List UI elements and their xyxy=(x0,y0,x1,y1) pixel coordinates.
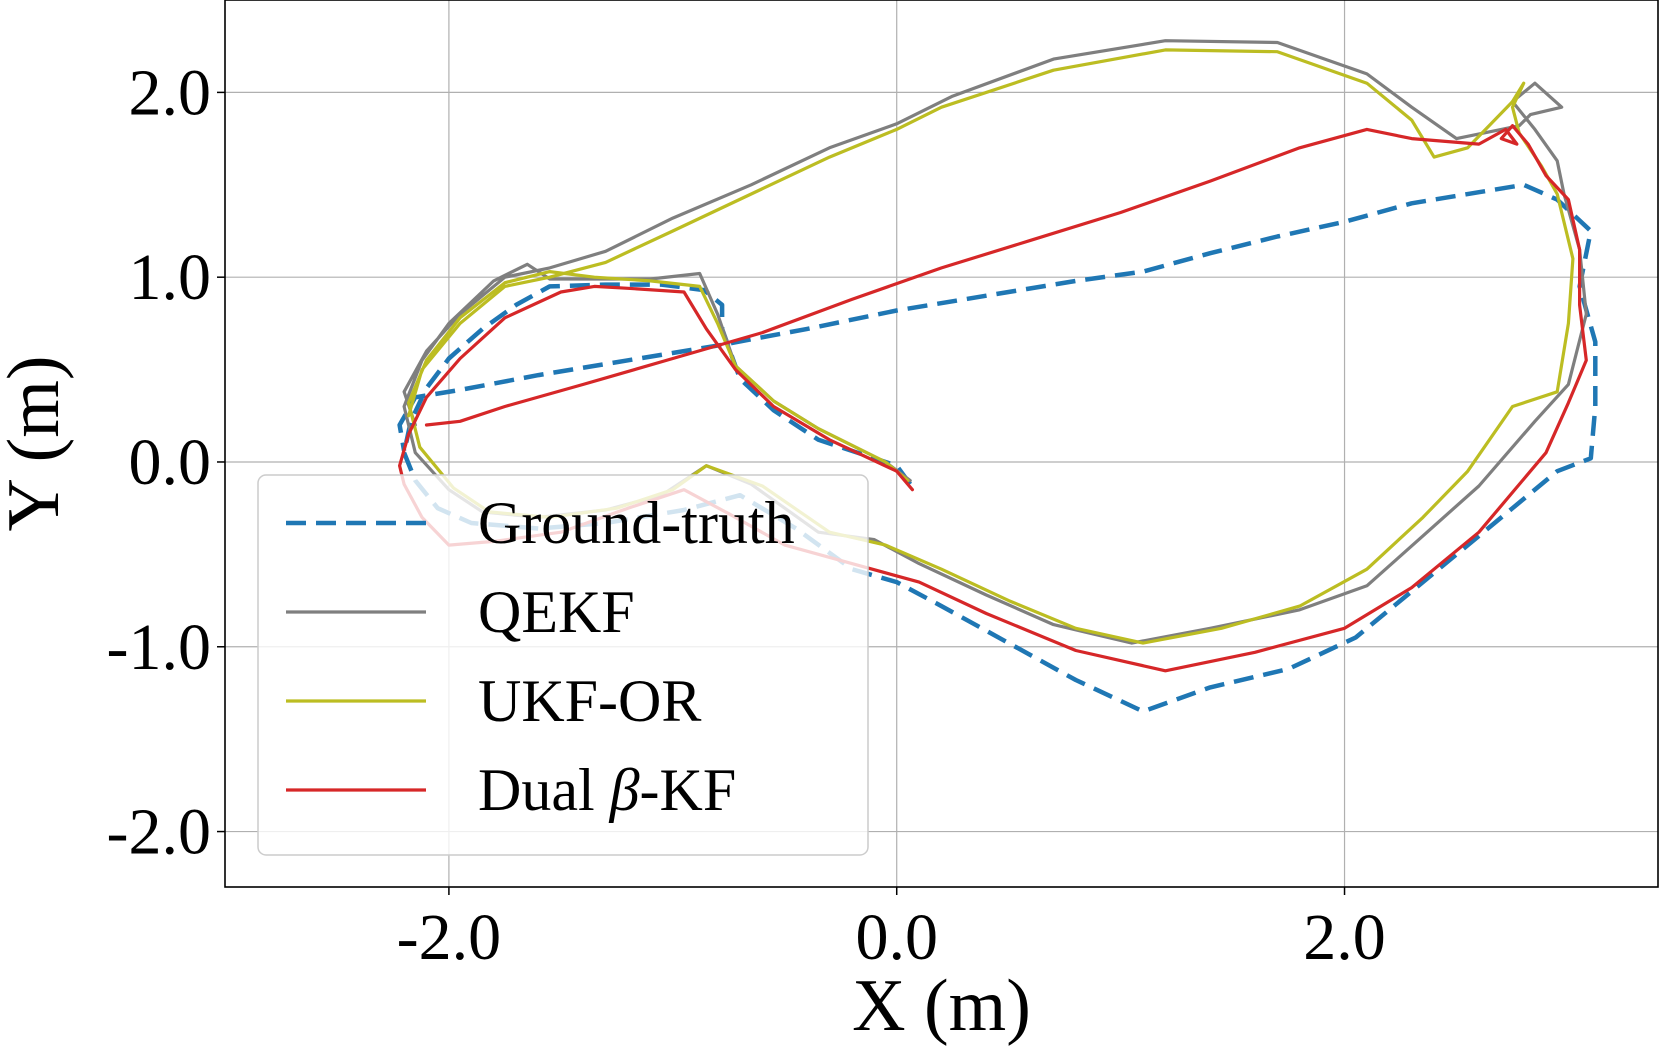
x-tick-label: 0.0 xyxy=(855,901,938,974)
y-tick-label: 1.0 xyxy=(129,241,212,314)
legend: Ground-truth QEKF UKF-OR Dual β-KF xyxy=(257,474,869,856)
y-tick-label: -2.0 xyxy=(107,796,211,869)
legend-label: Dual β-KF xyxy=(478,757,736,823)
series-line-qekf-1 xyxy=(402,39,1588,645)
tick-layer: -2.0 0.0 2.0 -2.0 -1.0 0.0 1.0 2.0 xyxy=(107,56,1386,974)
x-axis-title: X (m) xyxy=(852,965,1031,1047)
legend-label-text: Ground-truth xyxy=(478,490,795,556)
legend-label: QEKF xyxy=(478,579,635,645)
y-tick-label: 0.0 xyxy=(129,426,212,499)
series-line-dual-3 xyxy=(398,124,1588,673)
y-tick-label: 2.0 xyxy=(129,56,212,129)
series-line-ground-truth-0 xyxy=(397,182,1598,714)
legend-label-text: UKF-OR xyxy=(478,668,701,734)
legend-label-italic: β xyxy=(609,757,640,823)
x-tick-label: 2.0 xyxy=(1303,901,1386,974)
legend-label-text: QEKF xyxy=(478,579,635,645)
legend-label: Ground-truth xyxy=(478,490,795,556)
y-tick-label: -1.0 xyxy=(107,611,211,684)
legend-box xyxy=(257,474,869,856)
legend-label: UKF-OR xyxy=(478,668,701,734)
legend-label-text: Dual xyxy=(478,757,610,823)
series-layer xyxy=(397,39,1598,714)
series-line-ukf-or-2 xyxy=(407,48,1575,645)
legend-entries: Ground-truth QEKF UKF-OR Dual β-KF xyxy=(286,490,795,823)
y-axis-title: Y (m) xyxy=(0,355,75,531)
legend-label-suffix: -KF xyxy=(640,757,737,823)
x-tick-label: -2.0 xyxy=(397,901,501,974)
plot-frame xyxy=(224,0,1659,888)
